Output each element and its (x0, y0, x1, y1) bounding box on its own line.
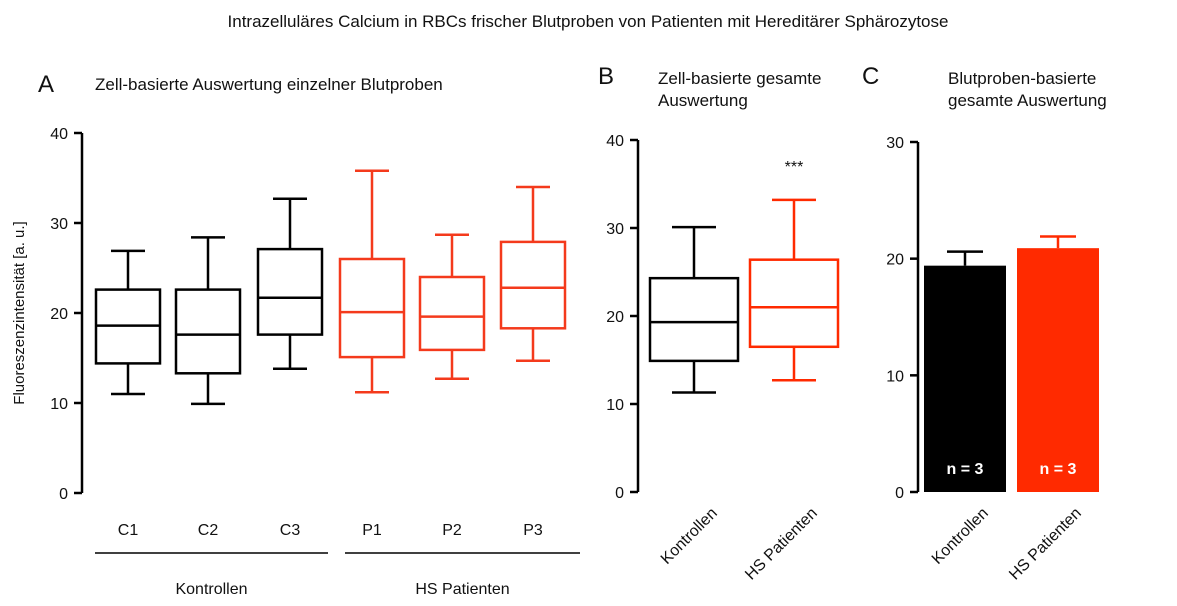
panel-title: Zell-basierte Auswertung einzelner Blutp… (95, 75, 443, 94)
x-tick-label: HS Patienten (1006, 505, 1085, 584)
x-tick-label: C2 (198, 522, 219, 539)
y-tick-label: 10 (606, 397, 624, 414)
y-tick-label: 40 (606, 133, 624, 150)
box (256, 247, 324, 336)
bar-annotation: n = 3 (1040, 461, 1077, 478)
figure-title: Intrazelluläres Calcium in RBCs frischer… (228, 12, 949, 31)
box (174, 288, 242, 375)
x-tick-label: HS Patienten (742, 505, 821, 584)
y-axis-label: Fluoreszenzintensität [a. u.] (11, 221, 28, 404)
x-tick-label: C1 (118, 522, 139, 539)
panel-title: gesamte Auswertung (948, 91, 1107, 110)
panel-title: Blutproben-basierte (948, 69, 1096, 88)
y-tick-label: 20 (50, 306, 68, 323)
panel-letter: B (598, 63, 614, 90)
y-tick-label: 0 (615, 485, 624, 502)
panel-title: Zell-basierte gesamte (658, 69, 821, 88)
significance: *** (785, 159, 804, 176)
box (648, 276, 740, 363)
x-tick-label: Kontrollen (658, 505, 721, 568)
bar (924, 265, 1006, 492)
x-tick-label: P2 (442, 522, 462, 539)
y-tick-label: 0 (59, 486, 68, 503)
y-tick-label: 20 (886, 252, 904, 269)
group-label: HS Patienten (415, 581, 509, 598)
panel-title: Auswertung (658, 91, 748, 110)
y-tick-label: 40 (50, 126, 68, 143)
box (499, 240, 567, 330)
box (418, 275, 486, 352)
box (338, 257, 406, 359)
bar (1017, 248, 1099, 492)
y-tick-label: 10 (886, 368, 904, 385)
y-tick-label: 30 (886, 135, 904, 152)
box (748, 258, 840, 349)
y-tick-label: 10 (50, 396, 68, 413)
bar-annotation: n = 3 (947, 461, 984, 478)
group-label: Kontrollen (175, 581, 247, 598)
x-tick-label: P3 (523, 522, 543, 539)
y-tick-label: 30 (606, 221, 624, 238)
y-tick-label: 30 (50, 216, 68, 233)
x-tick-label: C3 (280, 522, 301, 539)
x-tick-label: Kontrollen (929, 505, 992, 568)
panel-letter: C (862, 63, 879, 90)
panel-letter: A (38, 71, 54, 98)
y-tick-label: 20 (606, 309, 624, 326)
x-tick-label: P1 (362, 522, 382, 539)
y-tick-label: 0 (895, 485, 904, 502)
